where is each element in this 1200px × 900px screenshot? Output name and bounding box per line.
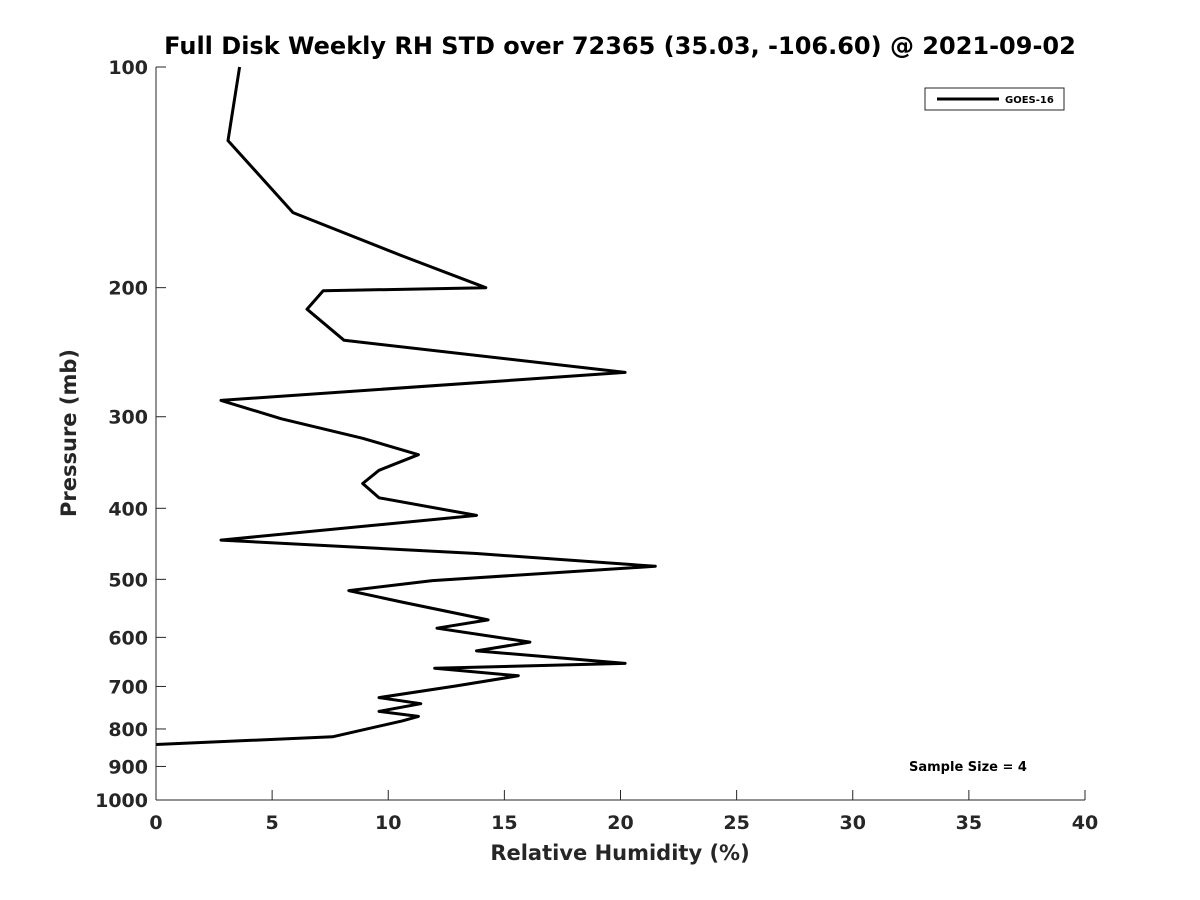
x-tick-label: 40 (1072, 812, 1098, 834)
x-tick-label: 20 (607, 812, 633, 834)
x-axis-ticks: 0 5 10 15 20 25 30 35 40 (149, 790, 1098, 834)
x-tick-label: 25 (723, 812, 749, 834)
x-tick-label: 0 (149, 812, 162, 834)
series-layer (155, 66, 657, 746)
y-tick-label: 200 (108, 278, 148, 300)
y-tick-label: 900 (108, 756, 148, 778)
y-axis-ticks: 100 200 300 400 500 600 700 800 900 1000 (95, 57, 166, 812)
y-tick-label: 1000 (95, 790, 148, 812)
y-tick-label: 400 (108, 498, 148, 520)
x-tick-label: 10 (375, 812, 401, 834)
y-tick-label: 800 (108, 719, 148, 741)
x-axis-label: Relative Humidity (%) (490, 841, 749, 865)
x-tick-label: 15 (491, 812, 517, 834)
chart-title: Full Disk Weekly RH STD over 72365 (35.0… (164, 32, 1076, 60)
y-tick-label: 500 (108, 569, 148, 591)
y-axis-label: Pressure (mb) (57, 349, 81, 517)
y-tick-label: 600 (108, 627, 148, 649)
y-tick-label: 300 (108, 407, 148, 429)
y-tick-label: 700 (108, 676, 148, 698)
y-tick-label: 100 (108, 57, 148, 79)
plot-area (156, 67, 1085, 800)
x-tick-label: 35 (956, 812, 982, 834)
x-tick-label: 30 (840, 812, 866, 834)
series-line-goes-16 (155, 66, 657, 746)
x-tick-label: 5 (266, 812, 279, 834)
sample-size-annotation: Sample Size = 4 (909, 760, 1027, 775)
legend: GOES-16 (924, 87, 1065, 111)
legend-label-goes-16: GOES-16 (1005, 95, 1054, 106)
